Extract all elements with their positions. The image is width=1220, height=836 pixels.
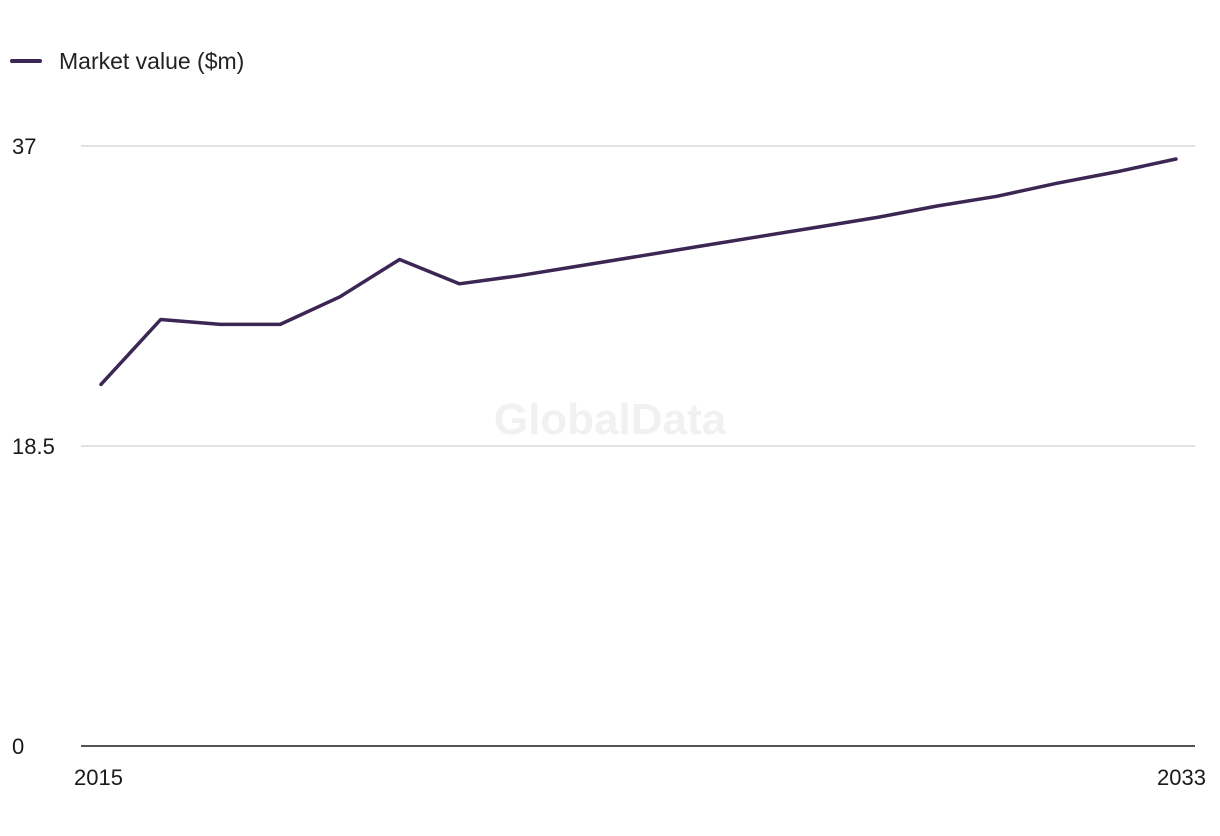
y-axis-ticks: 0 18.5 37 (12, 134, 55, 759)
legend: Market value ($m) (10, 46, 244, 76)
series-line-market-value (99, 157, 1178, 387)
y-tick-label-2: 37 (12, 134, 36, 159)
x-axis-ticks: 2015 2033 (74, 765, 1206, 790)
watermark: GlobalData (494, 395, 727, 444)
y-tick-label-0: 0 (12, 734, 24, 759)
y-tick-label-1: 18.5 (12, 434, 55, 459)
gridlines (81, 145, 1195, 447)
x-tick-label-1: 2033 (1157, 765, 1206, 790)
x-tick-label-0: 2015 (74, 765, 123, 790)
legend-label: Market value ($m) (59, 47, 245, 74)
legend-swatch (10, 59, 42, 63)
